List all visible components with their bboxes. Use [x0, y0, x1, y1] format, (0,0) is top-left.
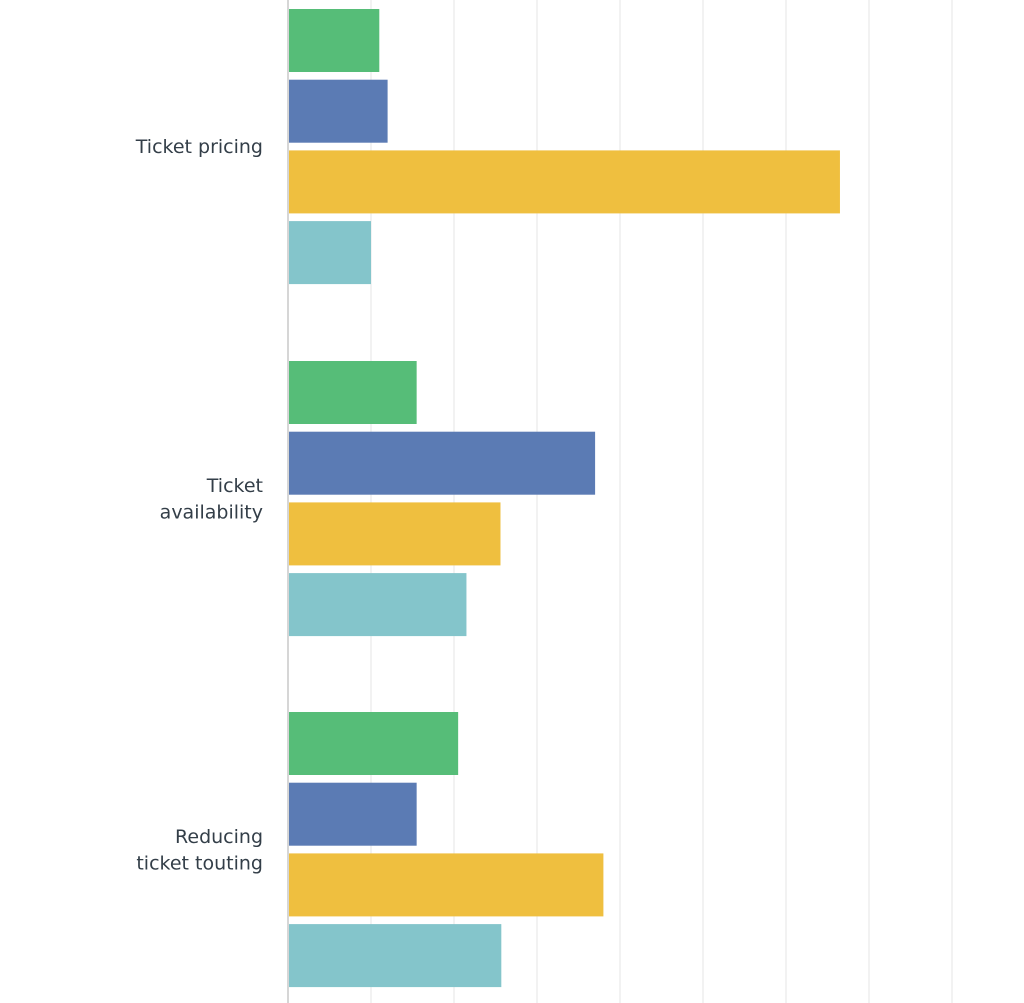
bar-cat3-series2	[289, 782, 417, 846]
bars	[289, 9, 840, 988]
bar-cat3-series4	[289, 924, 502, 988]
bar-cat2-series2	[289, 431, 596, 495]
bar-cat1-series4	[289, 221, 371, 285]
category-label-2: Ticket availability	[160, 475, 263, 524]
category-label-line: Ticket	[206, 475, 263, 497]
bar-cat1-series2	[289, 79, 388, 143]
bar-cat2-series3	[289, 502, 501, 566]
category-labels: Ticket pricing Ticket availability Reducing…	[135, 136, 263, 874]
bar-cat2-series1	[289, 361, 417, 424]
category-label-3: Reducing ticket touting	[136, 826, 263, 875]
bar-cat1-series1	[289, 9, 380, 72]
bar-cat3-series3	[289, 853, 604, 917]
category-label-line: Reducing	[175, 826, 263, 848]
category-label-1: Ticket pricing	[135, 136, 263, 158]
bar-cat2-series4	[289, 573, 467, 637]
category-label-line: availability	[160, 501, 263, 523]
bar-cat3-series1	[289, 712, 459, 775]
bar-cat1-series3	[289, 150, 840, 214]
category-label-line: ticket touting	[136, 852, 263, 874]
category-label-line: Ticket pricing	[135, 136, 263, 158]
